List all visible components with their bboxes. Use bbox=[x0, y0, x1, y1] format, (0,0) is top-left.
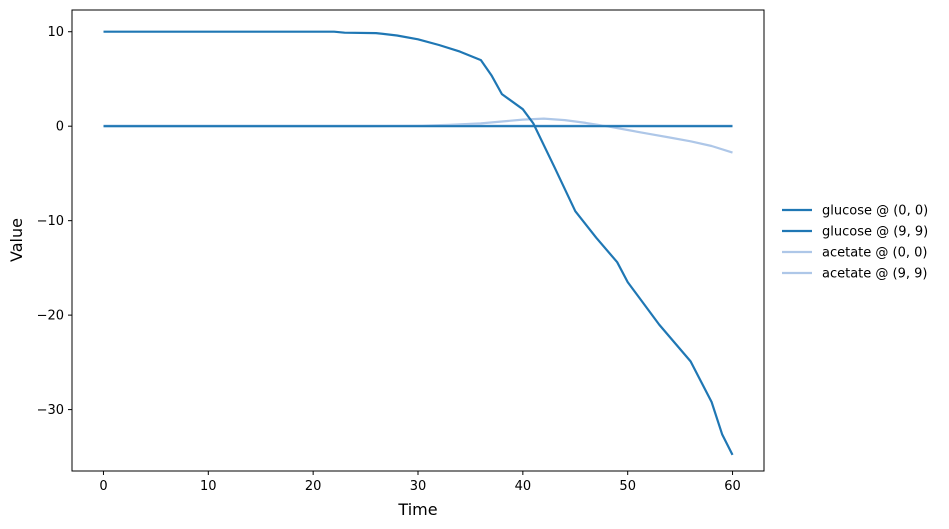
x-tick-label: 10 bbox=[200, 479, 217, 494]
series-layer bbox=[103, 30, 734, 456]
x-tick-label: 30 bbox=[410, 479, 427, 494]
y-tick-label: −20 bbox=[37, 309, 64, 324]
x-tick-label: 20 bbox=[305, 479, 322, 494]
y-axis-label: Value bbox=[7, 218, 26, 262]
x-axis-ticks: 0 10 20 30 40 50 60 bbox=[99, 471, 741, 494]
legend: glucose @ (0, 0) glucose @ (9, 9) acetate … bbox=[782, 204, 928, 282]
y-tick-label: 0 bbox=[56, 120, 64, 135]
y-tick-label: 10 bbox=[47, 25, 64, 40]
x-tick-label: 40 bbox=[515, 479, 532, 494]
legend-label-glucose-0-0: glucose @ (0, 0) bbox=[822, 204, 928, 219]
legend-label-acetate-0-0: acetate @ (0, 0) bbox=[822, 246, 928, 261]
x-tick-label: 50 bbox=[619, 479, 636, 494]
y-tick-label: −10 bbox=[37, 214, 64, 229]
x-axis-label: Time bbox=[397, 500, 437, 519]
legend-label-glucose-9-9: glucose @ (9, 9) bbox=[822, 225, 928, 240]
y-axis-ticks: 10 0 −10 −20 −30 bbox=[37, 25, 72, 418]
legend-label-acetate-9-9: acetate @ (9, 9) bbox=[822, 267, 928, 282]
x-tick-label: 0 bbox=[99, 479, 107, 494]
series-line-glucose-0-0 bbox=[103, 30, 734, 456]
x-tick-label: 60 bbox=[724, 479, 741, 494]
y-tick-label: −30 bbox=[37, 403, 64, 418]
plot-area bbox=[72, 10, 764, 471]
